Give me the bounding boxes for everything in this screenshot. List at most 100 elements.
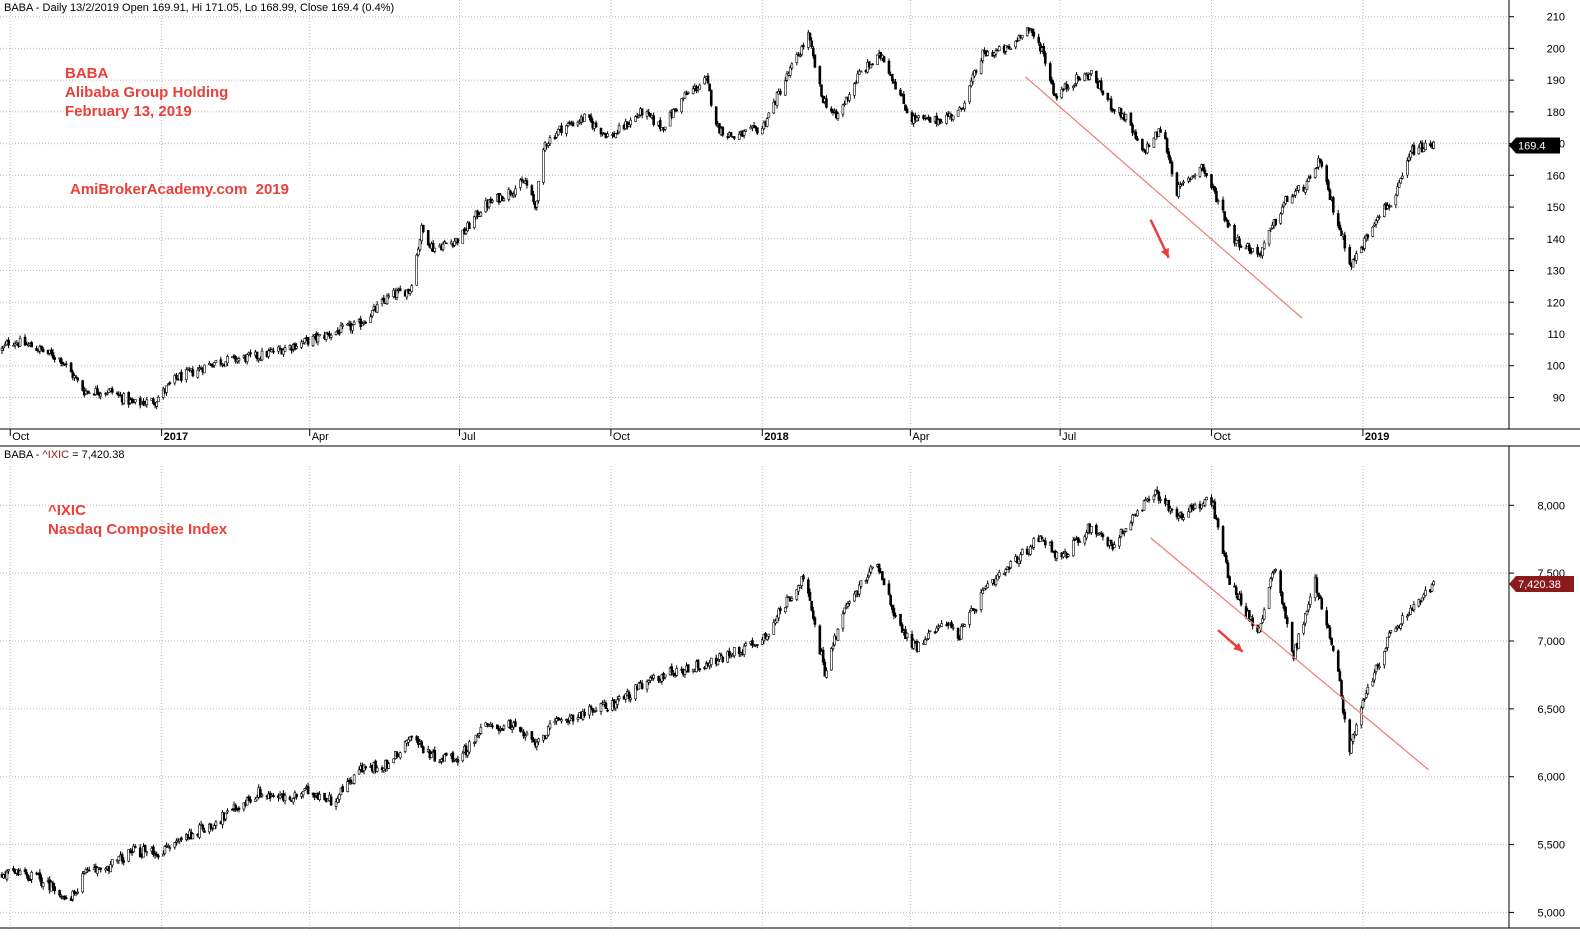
candle-body-46 (106, 392, 109, 395)
candle-body-204 (468, 741, 471, 753)
candle-body-140 (323, 792, 326, 800)
candle-body-289 (663, 126, 667, 130)
candle-body-344 (790, 63, 794, 69)
candle-body-348 (800, 46, 804, 56)
candle-body-91 (209, 823, 213, 829)
candle-body-70 (161, 388, 165, 398)
candle-body-439 (1009, 561, 1013, 569)
candle-body-100 (231, 808, 234, 811)
candle-body-419 (963, 624, 966, 627)
baba-last-price-label: 169.4 (1518, 141, 1546, 153)
candle-body-190 (438, 761, 442, 763)
annotation-website: AmiBrokerAcademy.com 2019 (70, 181, 289, 198)
candle-body-359 (825, 98, 828, 108)
y-tick-label-12: 210 (1547, 12, 1565, 24)
candle-body-535 (1233, 585, 1236, 588)
candle-body-364 (836, 628, 840, 641)
candle-body-329 (756, 127, 759, 134)
candle-body-559 (1285, 617, 1289, 625)
candle-body-138 (316, 334, 320, 343)
candle-body-142 (326, 332, 330, 335)
candle-body-509 (1170, 508, 1174, 511)
candle-body-434 (997, 572, 1001, 577)
candle-body-507 (1167, 499, 1171, 512)
candle-body-145 (334, 331, 338, 335)
candle-body-89 (203, 830, 206, 833)
candle-body-587 (1351, 734, 1355, 742)
candle-body-578 (1330, 637, 1333, 645)
candle-body-1 (2, 345, 5, 349)
candle-body-235 (542, 149, 545, 183)
candle-body-70 (161, 853, 165, 857)
candle-body-24 (53, 357, 56, 360)
candle-body-467 (1075, 74, 1078, 84)
candle-body-608 (1399, 624, 1403, 629)
candle-body-304 (698, 84, 702, 90)
candle-body-375 (864, 580, 868, 582)
candle-body-277 (637, 682, 641, 690)
candle-body-600 (1383, 651, 1386, 666)
candle-body-309 (709, 657, 713, 665)
candle-body-572 (1317, 158, 1320, 168)
candle-body-514 (1182, 181, 1185, 184)
candle-body-58 (132, 846, 135, 852)
candle-body-286 (658, 120, 662, 130)
candle-body-454 (1044, 52, 1047, 64)
candle-body-482 (1109, 539, 1113, 544)
candle-body-75 (173, 375, 177, 384)
candle-body-161 (370, 310, 374, 317)
candle-body-199 (456, 758, 460, 763)
candle-body-490 (1129, 522, 1133, 531)
candle-body-354 (813, 54, 817, 68)
candle-body-9 (18, 337, 22, 347)
candle-body-505 (1164, 132, 1167, 140)
candle-body-462 (1063, 551, 1067, 554)
candle-body-384 (882, 578, 886, 586)
candle-body-606 (1396, 186, 1399, 196)
candle-body-187 (430, 753, 433, 758)
candle-body-479 (1101, 534, 1105, 538)
candle-body-373 (858, 70, 861, 75)
candle-body-531 (1223, 552, 1226, 557)
candle-body-73 (166, 383, 170, 386)
candle-body-373 (858, 584, 861, 595)
candle-body-269 (617, 696, 621, 700)
y-tick-label-1: 5,500 (1537, 840, 1565, 852)
candle-body-590 (1359, 247, 1363, 254)
candle-body-489 (1124, 528, 1128, 532)
candle-body-221 (509, 719, 512, 729)
candle-body-573 (1318, 595, 1322, 599)
candle-body-414 (951, 115, 955, 120)
candle-body-415 (956, 627, 960, 639)
candle-body-18 (40, 877, 43, 886)
candle-body-141 (324, 332, 328, 340)
candle-body-154 (352, 321, 356, 325)
candle-body-85 (196, 369, 200, 378)
y-tick-label-1: 100 (1547, 361, 1565, 373)
y-tick-label-7: 160 (1547, 170, 1565, 182)
candle-body-450 (1037, 36, 1041, 43)
candle-body-205 (472, 742, 476, 744)
candle-body-3 (5, 871, 9, 880)
candle-body-582 (1340, 680, 1343, 697)
candle-body-559 (1285, 196, 1289, 202)
candle-body-179 (410, 735, 414, 738)
candle-body-503 (1157, 491, 1161, 501)
candle-body-424 (974, 70, 978, 73)
candle-body-365 (841, 104, 845, 115)
candle-body-342 (787, 596, 790, 599)
candle-body-517 (1190, 176, 1194, 180)
candle-body-355 (818, 66, 822, 85)
candle-body-57 (130, 398, 134, 402)
candle-body-44 (99, 867, 103, 870)
y-tick-label-10: 190 (1547, 75, 1565, 87)
candle-body-564 (1297, 185, 1301, 191)
candle-body-619 (1424, 142, 1427, 151)
candle-body-213 (489, 724, 493, 727)
candle-body-57 (130, 851, 134, 854)
candle-body-274 (629, 697, 632, 700)
candle-body-574 (1320, 161, 1324, 167)
candle-body-554 (1274, 218, 1277, 225)
candle-body-74 (168, 382, 172, 384)
candle-body-438 (1007, 45, 1011, 50)
